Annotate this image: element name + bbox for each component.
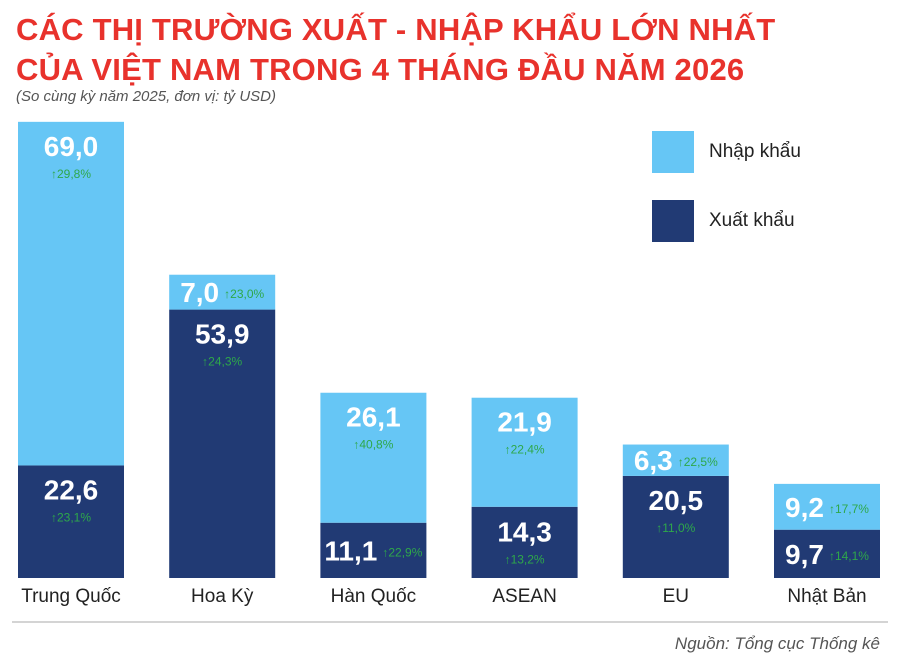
data-label-import: 9,2 — [785, 492, 824, 523]
legend-item-import: Nhập khẩu — [652, 131, 872, 173]
x-tick-label: EU — [663, 586, 689, 607]
bar-export — [18, 465, 124, 578]
bar-import — [18, 121, 124, 466]
x-tick-label: Hoa Kỳ — [191, 586, 254, 607]
bar-import — [320, 392, 427, 523]
chart-subtitle: (So cùng kỳ năm 2025, đơn vị: tỷ USD) — [16, 88, 277, 105]
legend-label-export: Xuất khẩu — [709, 210, 795, 231]
growth-label-import: ↑23,0% — [224, 287, 264, 301]
data-label-import: 26,1 — [346, 402, 401, 433]
growth-label-import: ↑40,8% — [353, 438, 393, 452]
x-tick-label: Nhật Bản — [787, 586, 866, 607]
bar-import — [622, 444, 729, 476]
bar-export — [622, 475, 729, 578]
legend-item-export: Xuất khẩu — [652, 200, 872, 242]
x-tick-label: Trung Quốc — [21, 586, 121, 607]
growth-label-export: ↑13,2% — [505, 552, 545, 566]
data-label-export: 22,6 — [44, 474, 99, 505]
bar-import — [169, 274, 276, 310]
legend-swatch-import — [652, 131, 694, 173]
data-label-import: 21,9 — [497, 407, 552, 438]
growth-label-import: ↑17,7% — [829, 502, 869, 516]
legend-swatch-export — [652, 200, 694, 242]
growth-label-export: ↑11,0% — [656, 521, 695, 535]
data-label-export: 20,5 — [649, 485, 704, 516]
growth-label-export: ↑14,1% — [829, 549, 869, 563]
bar-import — [774, 483, 880, 530]
data-label-export: 11,1 — [324, 535, 377, 566]
growth-label-import: ↑22,5% — [678, 455, 718, 469]
bar-export — [471, 506, 578, 578]
bar-export — [774, 529, 880, 578]
data-label-export: 14,3 — [497, 516, 552, 547]
x-tick-label: ASEAN — [492, 586, 556, 607]
bar-export — [320, 522, 427, 578]
growth-label-export: ↑22,9% — [382, 545, 422, 559]
chart-title: CÁC THỊ TRƯỜNG XUẤT - NHẬP KHẨU LỚN NHẤT… — [16, 10, 775, 90]
data-label-import: 7,0 — [180, 277, 219, 308]
growth-label-import: ↑29,8% — [51, 167, 91, 181]
data-label-export: 9,7 — [785, 539, 824, 570]
x-tick-label: Hàn Quốc — [331, 586, 417, 607]
source-note: Nguồn: Tổng cục Thống kê — [674, 634, 880, 653]
growth-label-import: ↑22,4% — [505, 443, 545, 457]
legend-label-import: Nhập khẩu — [709, 141, 801, 162]
bar-export — [169, 309, 276, 578]
chart-title-line-1: CÁC THỊ TRƯỜNG XUẤT - NHẬP KHẨU LỚN NHẤT — [16, 12, 776, 47]
data-label-import: 6,3 — [634, 445, 673, 476]
chart-title-line-2: CỦA VIỆT NAM TRONG 4 THÁNG ĐẦU NĂM 2026 — [16, 52, 745, 87]
data-label-export: 53,9 — [195, 319, 250, 350]
data-label-import: 69,0 — [44, 131, 99, 162]
growth-label-export: ↑23,1% — [51, 510, 91, 524]
bar-import — [471, 397, 578, 507]
growth-label-export: ↑24,3% — [202, 355, 242, 369]
